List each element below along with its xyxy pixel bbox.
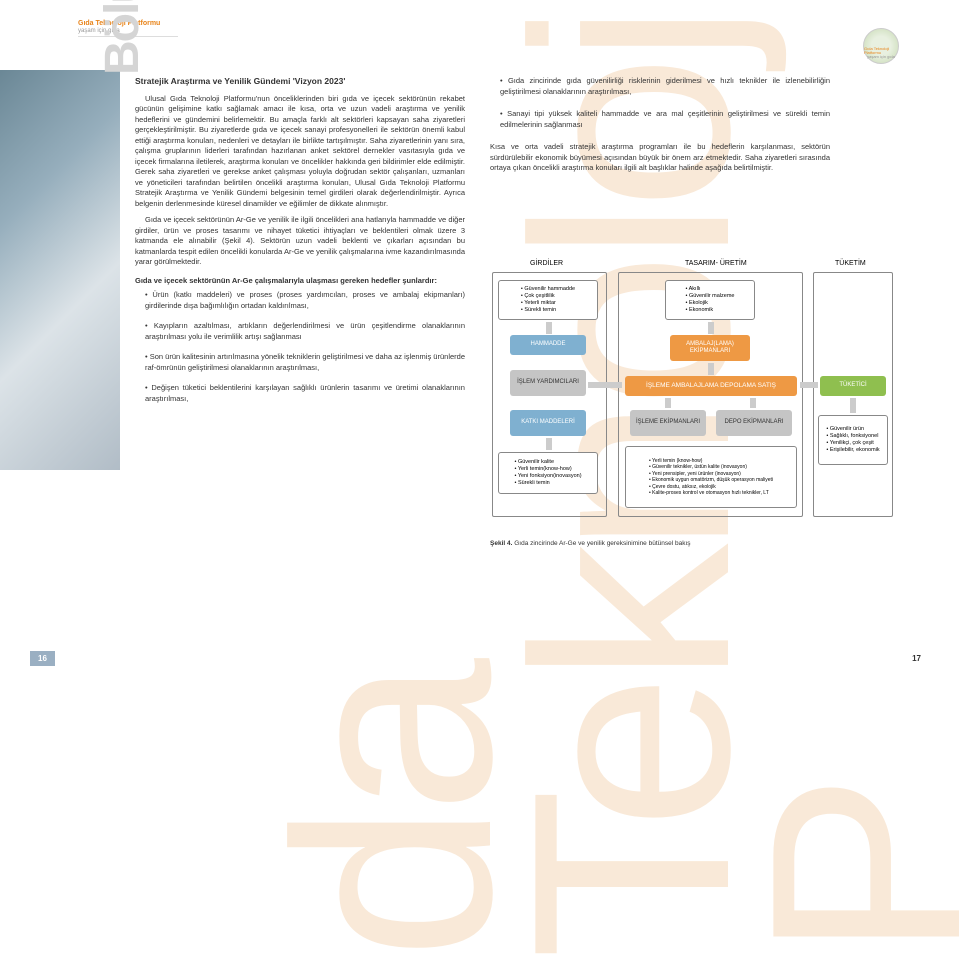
isleme-list-box: Yerli temin (know-how) Güvenilir teknikl…	[625, 446, 797, 508]
katki-list: Güvenilir kalite Yerli temin(know-how) Y…	[514, 459, 581, 488]
paragraph-2: Gıda ve içecek sektörünün Ar-Ge ve yenil…	[135, 215, 465, 268]
arrow-icon	[750, 398, 756, 408]
arrow-icon	[850, 398, 856, 413]
arrow-icon	[588, 382, 622, 388]
tuketici-list-box: Güvenilir ürün Sağlıklı, fonksiyonel Yen…	[818, 415, 888, 465]
hammadde-box: HAMMADDE	[510, 335, 586, 355]
tasarim-list-box: Akıllı Güvenilir malzeme Ekolojik Ekonom…	[665, 280, 755, 320]
figure-4-diagram: GİRDİLER TASARIM- ÜRETİM TÜKETİM Güvenil…	[490, 260, 900, 520]
header-girdiler: GİRDİLER	[530, 260, 563, 267]
arrow-icon	[800, 382, 818, 388]
tuketici-box: TÜKETİCİ	[820, 376, 886, 396]
bullet-r2: Sanayi tipi yüksek kaliteli hammadde ve …	[500, 109, 830, 130]
arrow-icon	[708, 322, 714, 334]
bullet-l3: Son ürün kalitesinin artırılmasına yönel…	[145, 352, 465, 373]
katki-box: KATKI MADDELERİ	[510, 410, 586, 436]
figure-caption: Şekil 4. Gıda zincirinde Ar-Ge ve yenili…	[490, 540, 691, 547]
tuketici-list: Güvenilir ürün Sağlıklı, fonksiyonel Yen…	[826, 426, 879, 455]
depo-box: DEPO EKİPMANLARI	[716, 410, 792, 436]
logo-badge: Gıda Teknoloji Platformu yaşam için gıda	[863, 28, 899, 64]
section-label: Bölüm 4	[95, 0, 150, 75]
katki-list-box: Güvenilir kalite Yerli temin(know-how) Y…	[498, 452, 598, 494]
header-tuketim: TÜKETİM	[835, 260, 866, 267]
page-number-left: 16	[30, 651, 55, 666]
isleme-list: Yerli temin (know-how) Güvenilir teknikl…	[649, 458, 773, 497]
right-column: Gıda zincirinde gıda güvenilirliği riskl…	[490, 76, 830, 180]
page-number-right: 17	[904, 651, 929, 666]
isleme-bar-box: İŞLEME AMBALAJLAMA DEPOLAMA SATIŞ	[625, 376, 797, 396]
girdiler-list: Güvenilir hammadde Çok çeşitlilik Yeterl…	[521, 286, 575, 315]
arrow-icon	[546, 438, 552, 450]
caption-label: Şekil 4.	[490, 540, 512, 547]
tasarim-list: Akıllı Güvenilir malzeme Ekolojik Ekonom…	[685, 286, 734, 315]
isleme-box: İŞLEME EKİPMANLARI	[630, 410, 706, 436]
bullet-l2: Kayıpların azaltılması, artıkların değer…	[145, 321, 465, 342]
subheading: Gıda ve içecek sektörünün Ar-Ge çalışmal…	[135, 276, 465, 287]
left-column: Stratejik Araştırma ve Yenilik Gündemi '…	[135, 76, 465, 408]
arrow-icon	[665, 398, 671, 408]
bullet-r1: Gıda zincirinde gıda güvenilirliği riskl…	[500, 76, 830, 97]
bullet-l4: Değişen tüketici beklentilerini karşılay…	[145, 383, 465, 404]
header-tasarim: TASARIM- ÜRETİM	[685, 260, 747, 267]
paragraph-1: Ulusal Gıda Teknoloji Platformu'nun önce…	[135, 94, 465, 210]
girdiler-list-box: Güvenilir hammadde Çok çeşitlilik Yeterl…	[498, 280, 598, 320]
bullet-l1: Ürün (katkı maddeleri) ve proses (proses…	[145, 290, 465, 311]
page-title: Stratejik Araştırma ve Yenilik Gündemi '…	[135, 76, 465, 88]
caption-text: Gıda zincirinde Ar-Ge ve yenilik gereksi…	[512, 540, 690, 547]
arrow-icon	[546, 322, 552, 334]
paragraph-3: Kısa ve orta vadeli stratejik araştırma …	[490, 142, 830, 174]
decorative-photo	[0, 70, 120, 470]
arrow-icon	[708, 363, 714, 375]
ambalaj-box: AMBALAJ(LAMA) EKİPMANLARI	[670, 335, 750, 361]
islem-box: İŞLEM YARDIMCILARI	[510, 370, 586, 396]
